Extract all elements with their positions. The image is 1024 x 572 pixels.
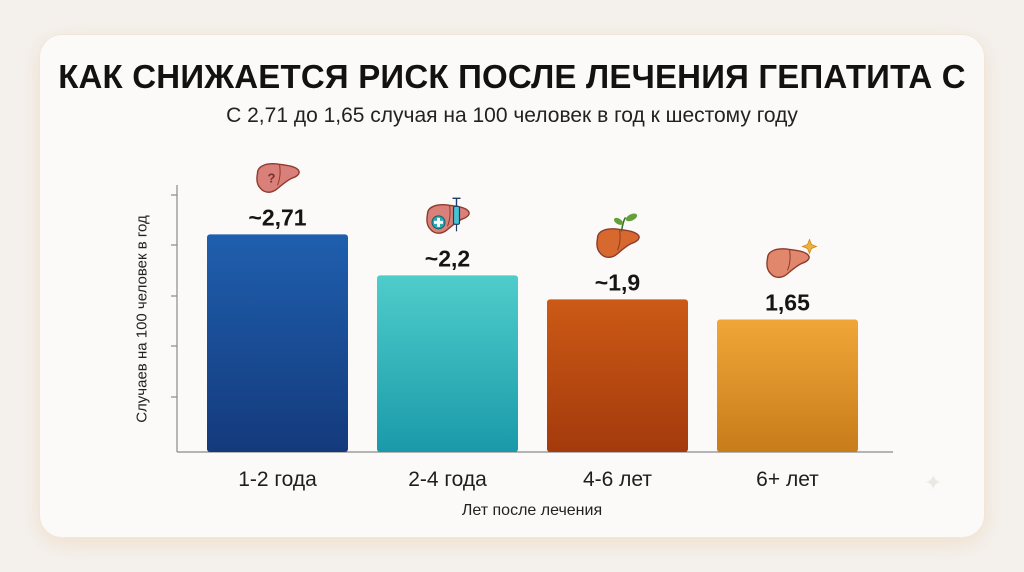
x-axis-label: Лет после лечения <box>461 502 603 519</box>
data-label-1: ~2,71 <box>248 204 306 230</box>
x-tick-label-2: 2-4 года <box>408 468 487 491</box>
liver-syringe-icon <box>426 197 470 234</box>
data-label-4: 1,65 <box>765 289 810 315</box>
bar-2 <box>377 275 518 452</box>
x-tick-label-4: 6+ лет <box>756 468 819 491</box>
bar-3 <box>547 299 688 452</box>
svg-text:?: ? <box>268 170 276 185</box>
liver-sparkle-icon <box>766 238 818 279</box>
liver-sprout-icon <box>596 213 640 258</box>
bar-4 <box>717 319 858 452</box>
chart-title: КАК СНИЖАЕТСЯ РИСК ПОСЛЕ ЛЕЧЕНИЯ ГЕПАТИТ… <box>58 58 966 95</box>
chart-subtitle: С 2,71 до 1,65 случая на 100 человек в г… <box>226 104 798 127</box>
bar-1 <box>207 234 348 452</box>
x-tick-label-1: 1-2 года <box>238 468 317 491</box>
data-label-2: ~2,2 <box>425 245 470 271</box>
x-tick-label-3: 4-6 лет <box>583 468 652 491</box>
data-label-3: ~1,9 <box>595 269 640 295</box>
liver-question-icon: ? <box>256 163 300 193</box>
watermark-sparkle-icon: ✦ <box>924 470 943 495</box>
